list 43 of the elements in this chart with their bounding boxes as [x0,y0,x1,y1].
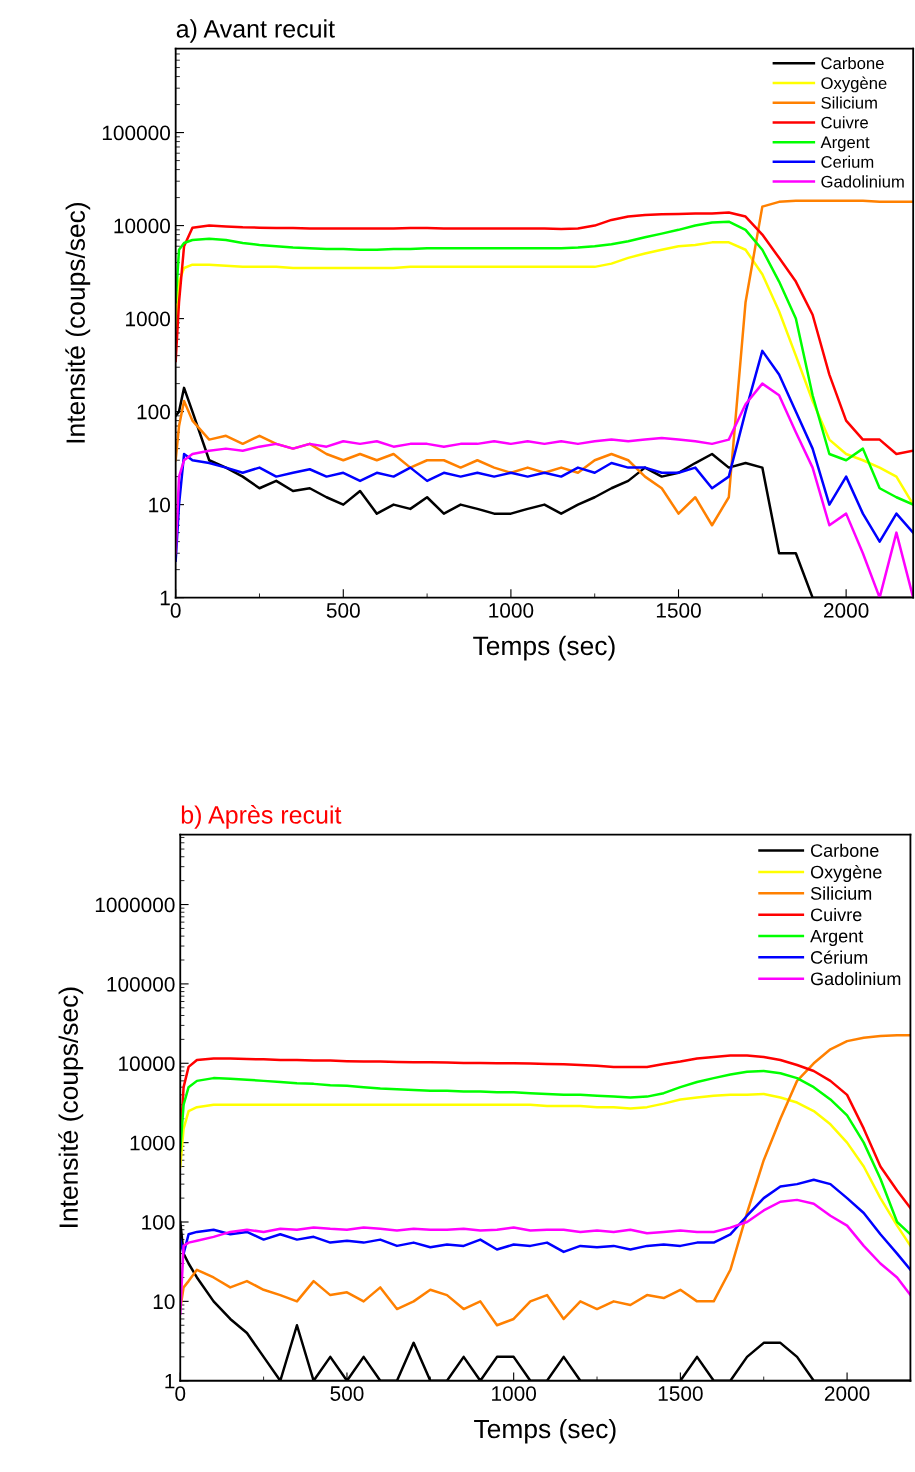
chart-title: b) Après recuit [181,805,342,829]
legend-label: Cérium [810,950,868,964]
y-tick-label: 100 [142,1215,175,1230]
x-tick-label: 500 [326,603,360,618]
x-tick-label: 1500 [656,603,701,618]
y-tick-label: 1000 [130,1135,175,1151]
legend-label: Gadolinium [821,175,904,188]
y-tick-label: 10000 [119,1056,175,1072]
x-tick-label: 500 [330,1386,364,1401]
y-tick-label: 100000 [102,125,171,141]
legend-label: Silicium [821,96,877,109]
x-tick-label: 0 [175,1386,186,1401]
legend-label: Cerium [821,155,874,168]
y-tick-label: 1000 [126,311,171,327]
y-tick-label: 100 [137,404,171,420]
y-tick-label: 1 [160,590,170,606]
legend-label: Cuivre [810,907,862,922]
legend-label: Silicium [810,886,872,900]
y-tick-label: 1000000 [95,897,175,913]
x-tick-label: 0 [170,603,181,618]
legend-label: Carbone [821,56,884,70]
legend-label: Cuivre [821,116,868,129]
y-tick-label: 10 [149,497,171,513]
legend-label: Gadolinium [810,971,901,986]
y-tick-label: 10 [153,1294,175,1310]
x-axis-title: Temps (sec) [474,1418,616,1444]
y-axis-title: Intensité (coups/sec) [58,987,84,1227]
legend-label: Oxygène [821,76,887,93]
x-tick-label: 1000 [492,1386,537,1401]
x-tick-label: 1000 [489,603,534,618]
legend-label: Oxygène [810,865,882,883]
x-tick-label: 2000 [824,603,869,618]
legend-label: Carbone [810,843,879,857]
y-tick-label: 100000 [107,976,175,992]
legend-label: Argent [820,136,870,152]
y-tick-label: 10000 [114,218,171,234]
x-tick-label: 2000 [824,1386,870,1401]
x-axis-title: Temps (sec) [473,635,615,661]
x-tick-label: 1500 [658,1386,703,1401]
chart-title: a) Avant recuit [176,19,335,43]
y-axis-title: Intensité (coups/sec) [65,202,91,443]
legend-label: Argent [810,929,864,947]
y-tick-label: 1 [165,1373,175,1389]
